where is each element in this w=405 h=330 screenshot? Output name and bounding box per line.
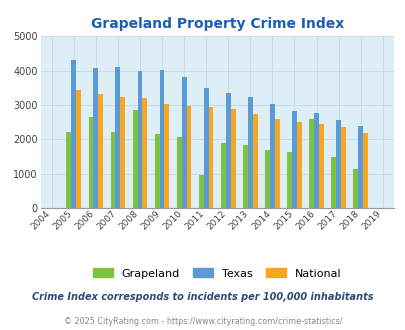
Bar	[225, 93, 230, 208]
Bar	[198, 175, 203, 208]
Bar	[264, 149, 269, 208]
Bar	[71, 60, 76, 208]
Legend: Grapeland, Texas, National: Grapeland, Texas, National	[89, 265, 344, 282]
Bar	[352, 170, 357, 208]
Bar	[164, 104, 169, 208]
Bar	[309, 119, 313, 208]
Text: © 2025 CityRating.com - https://www.cityrating.com/crime-statistics/: © 2025 CityRating.com - https://www.city…	[64, 317, 341, 326]
Bar	[252, 114, 257, 208]
Bar	[330, 157, 335, 208]
Bar	[243, 145, 247, 208]
Bar	[291, 111, 296, 208]
Bar	[93, 68, 98, 208]
Bar	[286, 152, 291, 208]
Bar	[88, 117, 93, 208]
Bar	[66, 132, 71, 208]
Bar	[110, 132, 115, 208]
Bar	[313, 113, 318, 208]
Bar	[120, 97, 125, 208]
Bar	[269, 104, 274, 208]
Bar	[98, 94, 103, 208]
Bar	[154, 134, 159, 208]
Bar	[176, 137, 181, 208]
Bar	[247, 97, 252, 208]
Bar	[357, 126, 362, 208]
Bar	[335, 120, 340, 208]
Bar	[220, 143, 225, 208]
Bar	[203, 88, 208, 208]
Bar	[142, 98, 147, 208]
Bar	[274, 119, 279, 208]
Bar	[115, 67, 120, 208]
Bar	[181, 78, 186, 208]
Bar	[186, 106, 191, 208]
Bar	[208, 107, 213, 208]
Title: Grapeland Property Crime Index: Grapeland Property Crime Index	[90, 17, 343, 31]
Bar	[76, 90, 81, 208]
Bar	[132, 111, 137, 208]
Bar	[230, 109, 235, 208]
Text: Crime Index corresponds to incidents per 100,000 inhabitants: Crime Index corresponds to incidents per…	[32, 292, 373, 302]
Bar	[340, 127, 345, 208]
Bar	[159, 70, 164, 208]
Bar	[362, 133, 367, 208]
Bar	[137, 71, 142, 208]
Bar	[296, 122, 301, 208]
Bar	[318, 124, 323, 208]
